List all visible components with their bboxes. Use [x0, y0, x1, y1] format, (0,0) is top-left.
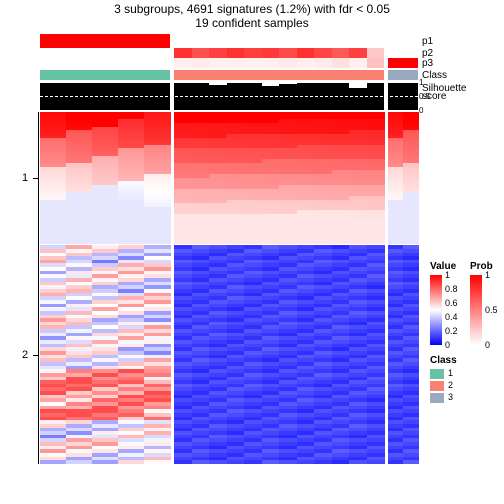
heatmap-g1-b1: [174, 245, 384, 464]
annotation-p1-block0: [40, 34, 170, 48]
annotation-label-p1: p1: [422, 36, 433, 47]
heatmap-g0-b1: [174, 112, 384, 243]
annotation-p1-block2: [388, 34, 418, 48]
legend-class-swatch-2: [430, 381, 444, 391]
annotation-label-p3: p3: [422, 58, 433, 69]
annotation-p3-block2: [388, 58, 418, 68]
annotation-p3-block1: [174, 58, 384, 68]
annotation-p3-block0: [40, 58, 170, 68]
legend-class-title: Class: [430, 355, 457, 366]
annotation-p1-block1: [174, 34, 384, 48]
annotation-Class-block0: [40, 70, 170, 80]
heatmap-g1-b0: [40, 245, 170, 464]
annotation-Class-block1: [174, 70, 384, 80]
legend-class-swatch-3: [430, 393, 444, 403]
legend-value-title: Value: [430, 261, 456, 272]
heatmap-g0-b2: [388, 112, 418, 243]
rowgroup-label-2: 2: [22, 349, 28, 361]
heatmap-g0-b0: [40, 112, 170, 243]
title-line2: 19 confident samples: [0, 16, 504, 30]
rowgroup-label-1: 1: [22, 172, 28, 184]
annotation-Class-block2: [388, 70, 418, 80]
annotation-label-Class: Class: [422, 70, 447, 81]
annotation-p2-block0: [40, 48, 170, 58]
heatmap-g1-b2: [388, 245, 418, 464]
title-line1: 3 subgroups, 4691 signatures (1.2%) with…: [0, 2, 504, 16]
legend-class-swatch-1: [430, 369, 444, 379]
annotation-p2-block1: [174, 48, 384, 58]
annotation-p2-block2: [388, 48, 418, 58]
silhouette-midline: [40, 96, 418, 97]
